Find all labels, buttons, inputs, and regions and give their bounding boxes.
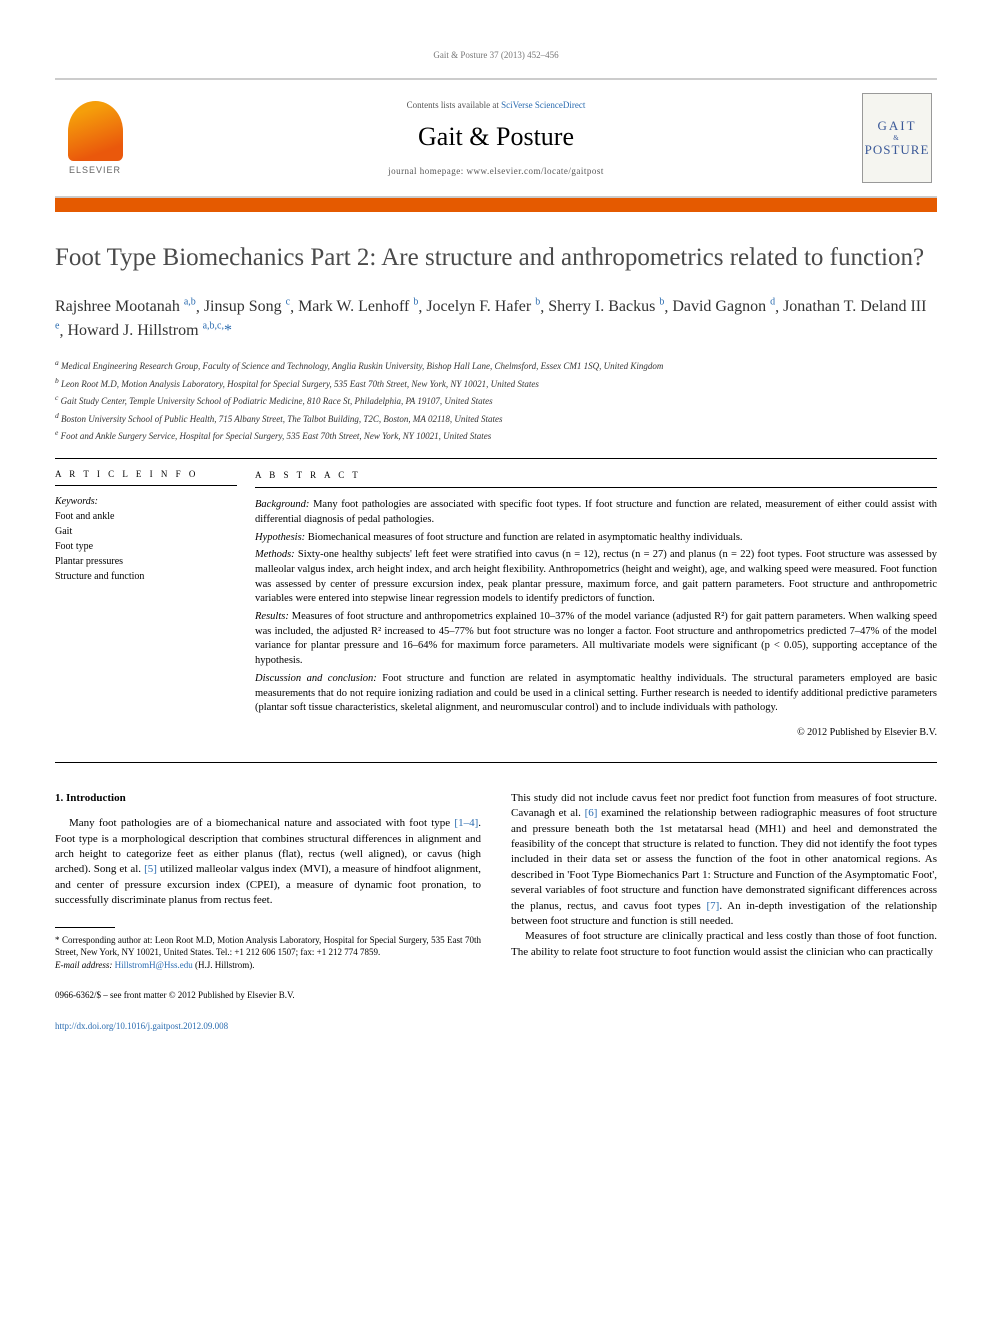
contents-prefix: Contents lists available at	[407, 100, 501, 110]
corr-label: * Corresponding author at:	[55, 935, 155, 945]
abstract-section: Hypothesis: Biomechanical measures of fo…	[255, 531, 937, 546]
author: David Gagnon d	[672, 298, 775, 315]
email-footnote: E-mail address: HillstromH@Hss.edu (H.J.…	[55, 959, 481, 972]
author-list: Rajshree Mootanah a,b, Jinsup Song c, Ma…	[55, 295, 937, 344]
abstract-section-label: Hypothesis:	[255, 532, 305, 543]
contents-available-line: Contents lists available at SciVerse Sci…	[145, 100, 847, 110]
author-affil-sup: b	[659, 297, 664, 308]
author: Howard J. Hillstrom a,b,c,*	[67, 322, 232, 339]
abstract-section: Discussion and conclusion: Foot structur…	[255, 672, 937, 716]
ref-link-7[interactable]: [7]	[707, 900, 720, 912]
cover-title-top: GAIT	[877, 118, 916, 134]
doi-line: http://dx.doi.org/10.1016/j.gaitpost.201…	[55, 1020, 481, 1033]
journal-cover-thumbnail: GAIT & POSTURE	[862, 93, 932, 183]
author-affil-sup: a,b	[184, 297, 196, 308]
keywords-head: Keywords:	[55, 496, 237, 507]
keyword: Plantar pressures	[55, 554, 237, 569]
abstract-section: Methods: Sixty-one healthy subjects' lef…	[255, 548, 937, 607]
email-label: E-mail address:	[55, 960, 115, 970]
author: Jinsup Song c	[204, 298, 290, 315]
affiliation-list: a Medical Engineering Research Group, Fa…	[55, 357, 937, 444]
abstract-section-text: Many foot pathologies are associated wit…	[255, 499, 937, 525]
article-info-head: A R T I C L E I N F O	[55, 469, 237, 486]
section-head-intro: 1. Introduction	[55, 791, 481, 806]
abstract-section: Background: Many foot pathologies are as…	[255, 498, 937, 527]
keyword: Foot and ankle	[55, 509, 237, 524]
abstract-section: Results: Measures of foot structure and …	[255, 610, 937, 669]
running-head: Gait & Posture 37 (2013) 452–456	[55, 50, 937, 60]
author-affil-sup: d	[770, 297, 775, 308]
abstract-section-label: Results:	[255, 611, 289, 622]
author: Mark W. Lenhoff b	[298, 298, 418, 315]
abstract-section-text: Sixty-one healthy subjects' left feet we…	[255, 549, 937, 604]
intro-paragraph-3: Measures of foot structure are clinicall…	[511, 929, 937, 960]
elsevier-logo: ELSEVIER	[60, 93, 130, 183]
ref-link-6[interactable]: [6]	[585, 807, 598, 819]
author-affil-sup: c	[286, 297, 290, 308]
author-affil-sup: b	[535, 297, 540, 308]
article-title: Foot Type Biomechanics Part 2: Are struc…	[55, 242, 937, 275]
keywords-list: Foot and ankleGaitFoot typePlantar press…	[55, 509, 237, 584]
abstract-end-rule	[55, 762, 937, 763]
email-tail: (H.J. Hillstrom).	[193, 960, 255, 970]
author-affil-sup: a,b,c,	[203, 321, 224, 332]
ref-link-1-4[interactable]: [1–4]	[454, 817, 478, 829]
homepage-url: www.elsevier.com/locate/gaitpost	[467, 166, 604, 176]
sciencedirect-link[interactable]: SciVerse ScienceDirect	[501, 100, 585, 110]
affiliation: b Leon Root M.D, Motion Analysis Laborat…	[55, 375, 937, 392]
body-column-left: 1. Introduction Many foot pathologies ar…	[55, 791, 481, 1033]
corr-email-link[interactable]: HillstromH@Hss.edu	[115, 960, 193, 970]
intro-paragraph-1: Many foot pathologies are of a biomechan…	[55, 816, 481, 908]
elsevier-logo-text: ELSEVIER	[69, 165, 121, 175]
author: Jocelyn F. Hafer b	[426, 298, 540, 315]
abstract-section-label: Methods:	[255, 549, 295, 560]
abstract-section-text: Biomechanical measures of foot structure…	[305, 532, 742, 543]
elsevier-tree-icon	[68, 101, 123, 161]
abstract-section-label: Discussion and conclusion:	[255, 673, 377, 684]
abstract-section-text: Measures of foot structure and anthropom…	[255, 611, 937, 666]
homepage-prefix: journal homepage:	[388, 166, 466, 176]
front-matter-line: 0966-6362/$ – see front matter © 2012 Pu…	[55, 989, 481, 1002]
journal-name: Gait & Posture	[145, 122, 847, 152]
abstract-section-label: Background:	[255, 499, 309, 510]
author: Sherry I. Backus b	[548, 298, 664, 315]
affiliation: a Medical Engineering Research Group, Fa…	[55, 357, 937, 374]
text-run: examined the relationship between radiog…	[511, 807, 937, 911]
text-run: Many foot pathologies are of a biomechan…	[69, 817, 454, 829]
keyword: Gait	[55, 524, 237, 539]
journal-masthead: ELSEVIER Contents lists available at Sci…	[55, 78, 937, 198]
corresponding-author-footnote: * Corresponding author at: Leon Root M.D…	[55, 934, 481, 959]
author: Rajshree Mootanah a,b	[55, 298, 196, 315]
affiliation: c Gait Study Center, Temple University S…	[55, 392, 937, 409]
author-affil-sup: e	[55, 321, 59, 332]
keyword: Foot type	[55, 539, 237, 554]
intro-paragraph-2: This study did not include cavus feet no…	[511, 791, 937, 930]
journal-homepage-line: journal homepage: www.elsevier.com/locat…	[145, 166, 847, 176]
body-column-right: This study did not include cavus feet no…	[511, 791, 937, 1033]
affiliation: e Foot and Ankle Surgery Service, Hospit…	[55, 427, 937, 444]
abstract-head: A B S T R A C T	[255, 469, 937, 489]
keyword: Structure and function	[55, 569, 237, 584]
abstract-column: A B S T R A C T Background: Many foot pa…	[255, 459, 937, 750]
ref-link-5[interactable]: [5]	[144, 863, 157, 875]
cover-title-bottom: POSTURE	[865, 142, 930, 158]
doi-link[interactable]: http://dx.doi.org/10.1016/j.gaitpost.201…	[55, 1021, 228, 1031]
affiliation: d Boston University School of Public Hea…	[55, 410, 937, 427]
abstract-copyright: © 2012 Published by Elsevier B.V.	[255, 726, 937, 740]
accent-bar	[55, 198, 937, 212]
footnote-separator	[55, 927, 115, 928]
author-affil-sup: b	[413, 297, 418, 308]
article-info-column: A R T I C L E I N F O Keywords: Foot and…	[55, 459, 255, 750]
